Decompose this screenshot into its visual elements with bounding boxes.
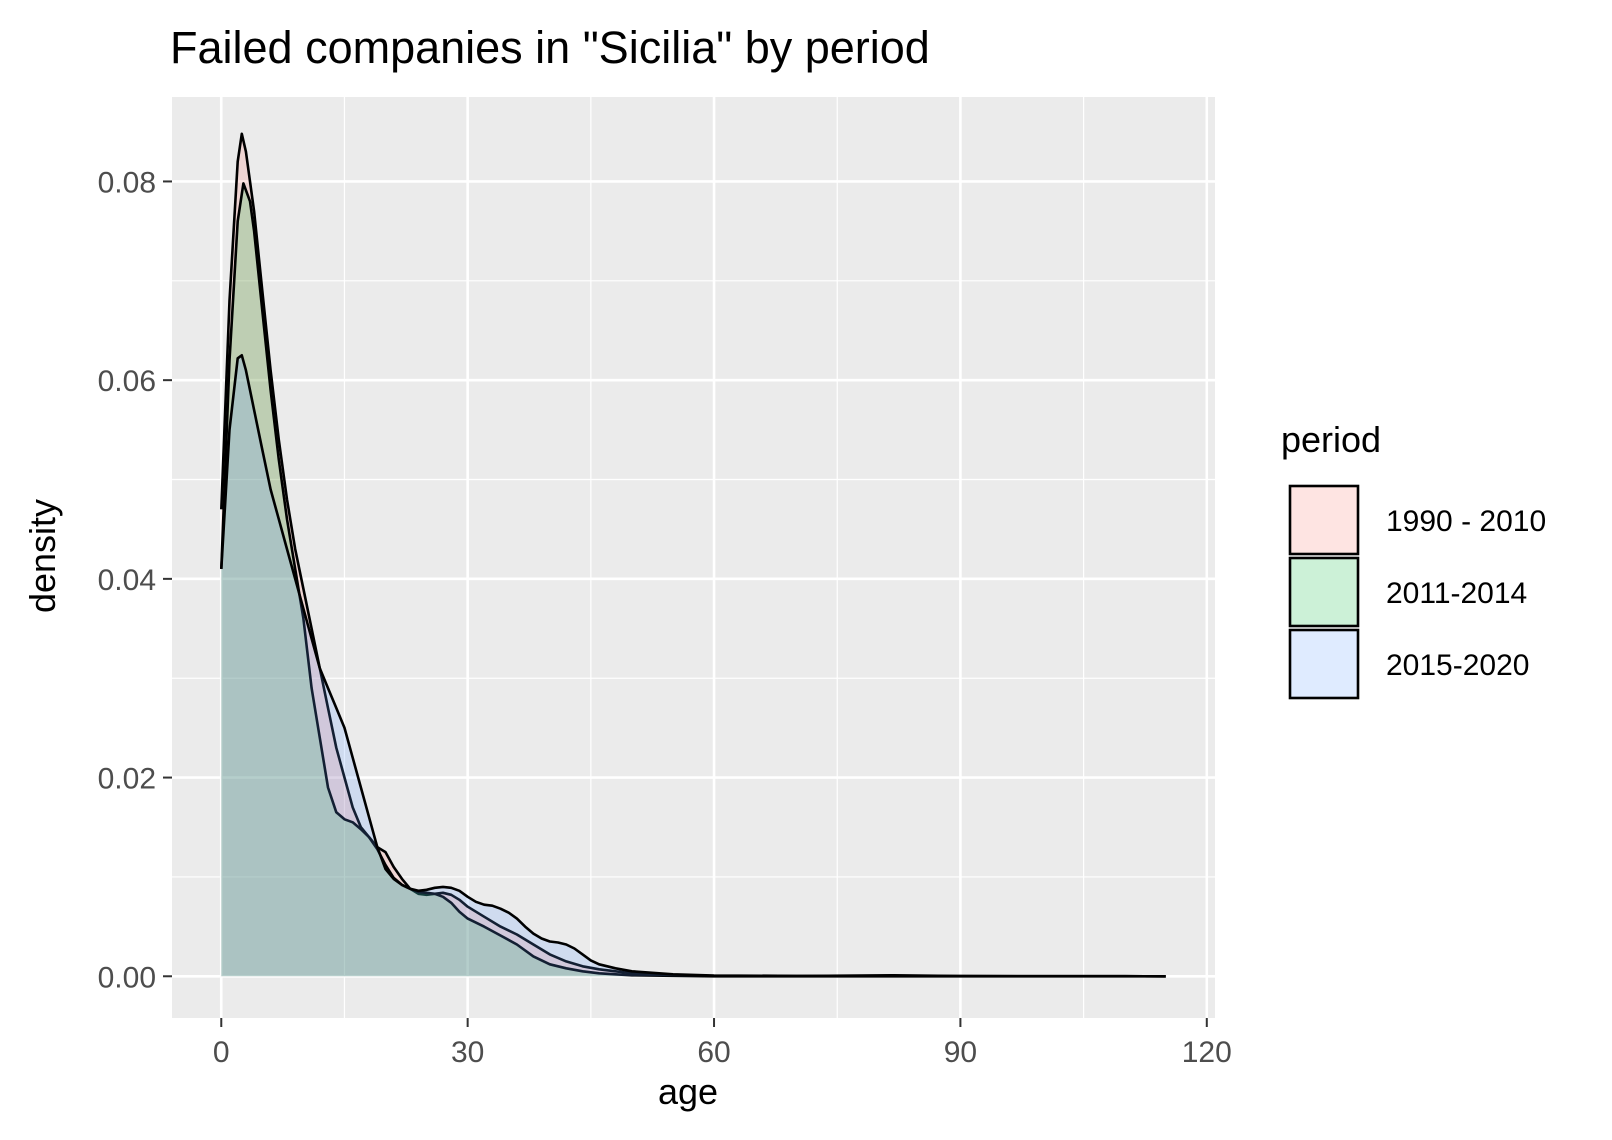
legend-items: 1990 - 2010 2011-2014 2015-2020	[1288, 484, 1546, 700]
legend-label: 1990 - 2010	[1386, 505, 1546, 538]
x-tick-label: 120	[1182, 1036, 1232, 1069]
axis-ticks: 0 30 60 90 120 0.00 0.02 0.04 0.06 0.08	[98, 166, 1232, 1069]
plot-panel	[172, 97, 1215, 1018]
legend-label: 2015-2020	[1386, 649, 1529, 682]
x-tick-label: 0	[213, 1036, 230, 1069]
y-tick-label: 0.06	[98, 365, 156, 398]
legend-label: 2011-2014	[1386, 577, 1527, 610]
y-tick-label: 0.08	[98, 166, 156, 199]
x-tick-label: 90	[944, 1036, 977, 1069]
density-areas	[220, 132, 1166, 978]
x-tick-label: 60	[697, 1036, 730, 1069]
density-area-2	[221, 183, 1166, 977]
legend-key	[1288, 628, 1360, 700]
y-tick-label: 0.02	[98, 763, 156, 796]
panel-background	[172, 97, 1215, 1018]
legend-key-bg	[1290, 486, 1358, 554]
density-area-1	[221, 133, 1166, 977]
y-tick-label: 0.00	[98, 961, 156, 994]
density-area-3	[221, 355, 1166, 977]
legend-key	[1288, 484, 1360, 556]
legend-key-bg	[1290, 558, 1358, 626]
density-line-3	[220, 354, 1166, 978]
legend-key	[1288, 556, 1360, 628]
legend-title: period	[1281, 419, 1381, 460]
x-tick-label: 30	[451, 1036, 484, 1069]
chart-title: Failed companies in "Sicilia" by period	[170, 22, 930, 73]
y-axis-title: density	[22, 499, 63, 613]
legend-key-bg	[1290, 630, 1358, 698]
x-axis-title: age	[658, 1071, 718, 1112]
y-tick-label: 0.04	[98, 564, 156, 597]
legend: period 1990 - 2010 2011-2014 2015-2020	[1281, 419, 1546, 700]
